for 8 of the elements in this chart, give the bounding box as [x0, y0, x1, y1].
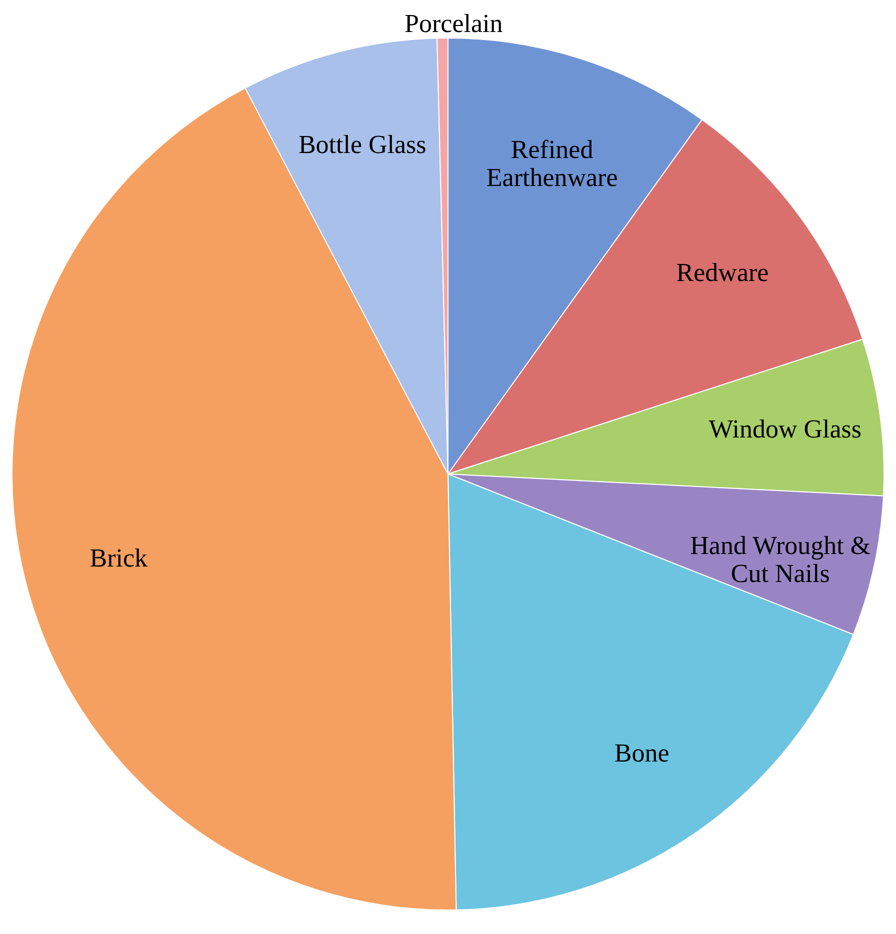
slice-label: Window Glass — [708, 414, 862, 444]
slice-label: Redware — [676, 258, 769, 288]
slice-label: Hand Wrought & Cut Nails — [690, 531, 871, 588]
slice-label: Brick — [90, 544, 148, 573]
slice-label: Bone — [614, 738, 670, 768]
slice-label: Refined Earthenware — [486, 135, 618, 192]
slice-label: Bottle Glass — [298, 130, 426, 159]
slice-label: Porcelain — [404, 9, 503, 38]
